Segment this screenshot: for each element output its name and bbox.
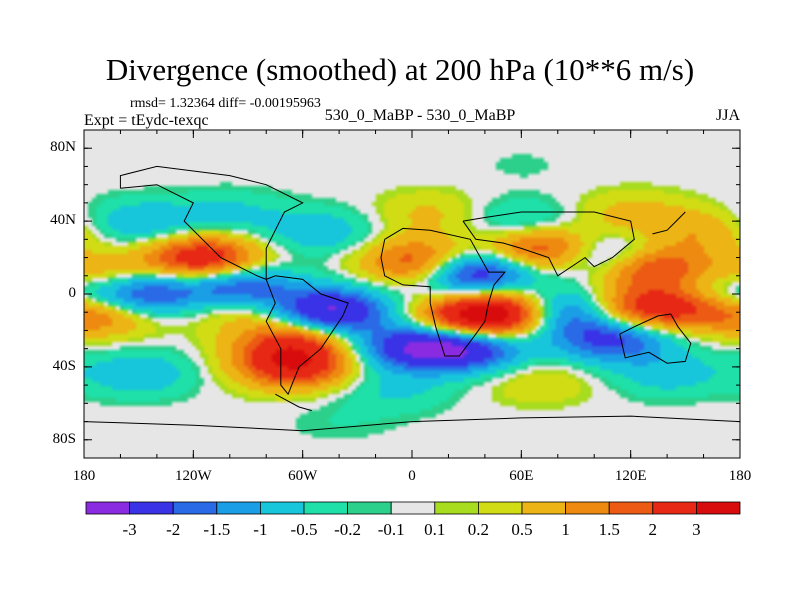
coastline-7 [652,211,686,235]
colorbar-label: -0.1 [377,520,405,539]
y-tick-label: 0 [68,285,77,301]
y-tick-label: 40N [50,212,76,229]
colorbar-swatch [608,501,654,515]
coastline-4 [619,313,692,364]
colorbar-label: 1.5 [598,520,620,539]
colorbar-swatch [434,501,479,515]
colorbar-swatch [347,501,392,515]
colorbar-label: -2 [166,520,181,539]
y-tick-label: 80S [52,430,76,447]
colorbar-label: 2 [648,520,658,539]
x-tick-label: 180 [72,468,96,484]
colorbar-swatch [696,501,741,515]
colorbar-swatch [129,501,174,515]
experiment-label: Expt = tEydc-texqc [84,112,209,129]
colorbar-swatch [216,501,261,515]
x-tick-label: 180 [728,468,752,484]
coastline-5 [83,415,741,432]
colorbar-swatch [259,501,305,515]
colorbar-swatch [172,501,218,515]
colorbar-label: 0.2 [467,520,490,539]
x-tick-label: 120E [614,468,647,484]
season-label: JJA [715,107,740,124]
colorbar-label: -0.5 [290,520,318,539]
colorbar-label: -1 [253,520,268,539]
colorbar-label: -1.5 [203,520,231,539]
colorbar-label: 3 [692,520,701,539]
stats-line: rmsd= 1.32364 diff= -0.00195963 [130,96,321,111]
x-tick-label: 0 [408,468,416,484]
colorbar-label: -0.2 [334,520,362,539]
colorbar-swatch [303,501,348,515]
y-tick-label: 80N [50,139,76,156]
colorbar-swatch [652,501,697,515]
coastline-1 [265,275,349,396]
x-tick-label: 60W [288,468,318,484]
colorbar-swatch [477,501,523,515]
colorbar-swatch [390,501,436,515]
coastline-2 [380,227,506,357]
chart-title: Divergence (smoothed) at 200 hPa (10**6 … [105,52,695,87]
colorbar-label: 0.1 [424,520,446,539]
colorbar-label: -3 [122,520,137,539]
colorbar-label: 1 [561,520,570,539]
x-tick-label: 60E [509,468,534,484]
comparison-label: 530_0_MaBP - 530_0_MaBP [324,107,516,124]
divergence-field [84,130,740,458]
x-tick-label: 120W [174,468,212,484]
colorbar-swatch [565,501,610,515]
colorbar-swatch [521,501,566,515]
coastline-3 [462,211,635,277]
coastline-6 [275,393,312,412]
colorbar-label: 0.5 [511,520,533,539]
y-tick-label: 40S [52,357,76,374]
colorbar-swatch [85,501,130,515]
